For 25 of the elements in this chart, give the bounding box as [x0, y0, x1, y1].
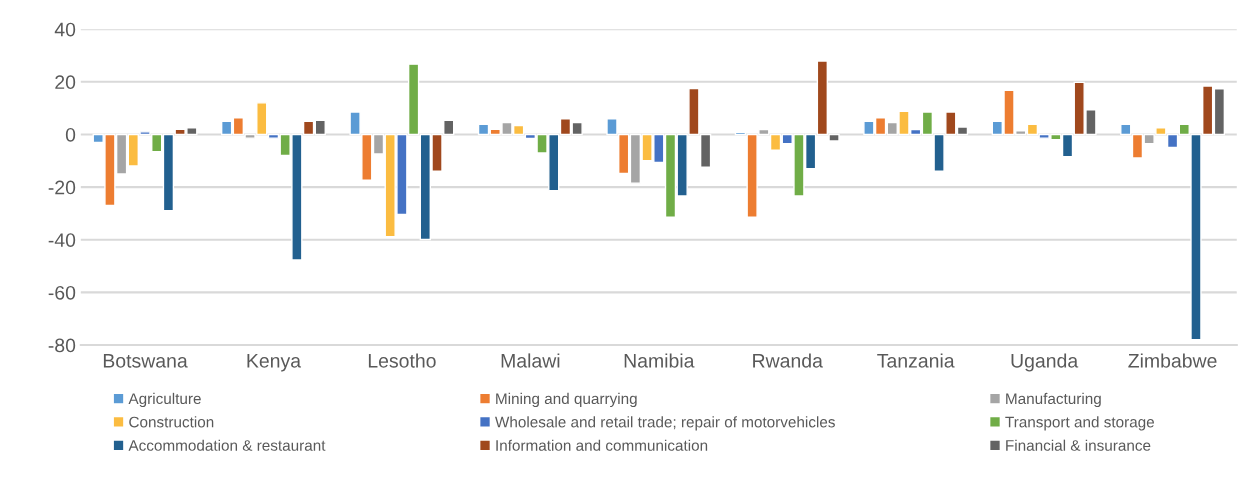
x-tick-label: Malawi [501, 353, 560, 368]
x-tick-label: Uganda [1011, 353, 1079, 372]
y-tick-label: 40 [54, 22, 76, 37]
y-tick-label: -40 [48, 233, 76, 247]
y-tick-label: -60 [48, 285, 76, 300]
x-tick-label: Kenya [247, 354, 302, 372]
legend-label: Information and communication [496, 439, 708, 451]
legend-label: Financial & insurance [1006, 439, 1151, 451]
legend-label: Mining and quarrying [496, 392, 637, 408]
x-tick-label: Namibia [624, 353, 695, 368]
legend-label: Construction [129, 416, 214, 428]
y-tick-label: -20 [48, 180, 76, 195]
y-tick-label: 0 [65, 127, 76, 142]
x-tick-label: Rwanda [753, 353, 823, 368]
legend-label: Transport and storage [1005, 416, 1154, 431]
legend-label: Wholesale and retail trade; repair of motorvehicles [495, 416, 835, 431]
x-tick-label: Lesotho [368, 353, 436, 368]
x-tick-label: Botswana [103, 354, 188, 368]
x-tick-label: Zimbabwe [1128, 353, 1217, 368]
x-tick-label: Tanzania [877, 353, 955, 368]
y-tick-label: -80 [48, 338, 76, 353]
y-tick-label: 20 [55, 75, 76, 90]
legend-label: Manufacturing [1006, 392, 1101, 408]
legend-label: Accommodation & restaurant [128, 439, 326, 451]
legend-label: Agriculture [128, 392, 201, 408]
